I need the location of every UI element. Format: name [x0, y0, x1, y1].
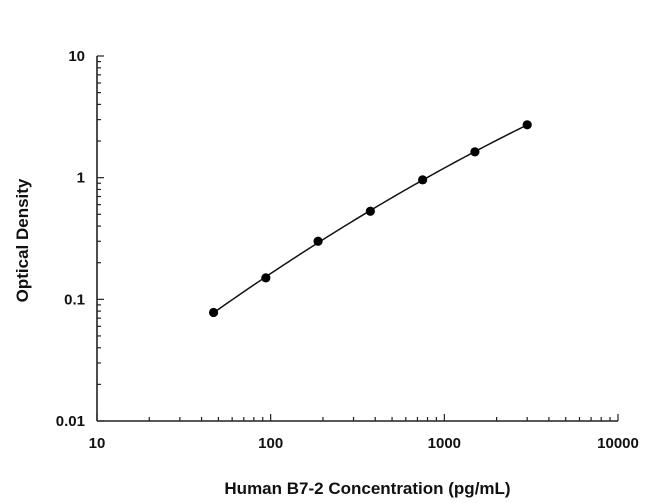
data-point: [522, 120, 532, 130]
data-points: [208, 120, 532, 318]
data-point: [313, 236, 323, 246]
tick-labels: 10 100 1000 10000 0.01 0.1 1 10: [56, 48, 639, 452]
data-point: [470, 147, 480, 157]
x-tick-label: 10: [89, 435, 106, 452]
x-tick-label: 10000: [597, 435, 639, 452]
data-point: [365, 206, 375, 216]
axes: [96, 56, 618, 422]
fit-curve: [213, 124, 528, 314]
x-tick-label: 100: [258, 435, 283, 452]
y-axis-title: Optical Density: [13, 178, 32, 302]
x-axis-title: Human B7-2 Concentration (pg/mL): [224, 479, 510, 498]
y-tick-label: 0.01: [56, 413, 85, 430]
y-tick-label: 10: [68, 48, 85, 65]
y-tick-label: 0.1: [64, 291, 85, 308]
x-tick-label: 1000: [428, 435, 461, 452]
data-point: [208, 307, 219, 318]
data-point: [418, 175, 428, 185]
y-tick-label: 1: [77, 170, 85, 187]
axis-ticks: [96, 55, 619, 422]
data-point: [261, 273, 271, 283]
